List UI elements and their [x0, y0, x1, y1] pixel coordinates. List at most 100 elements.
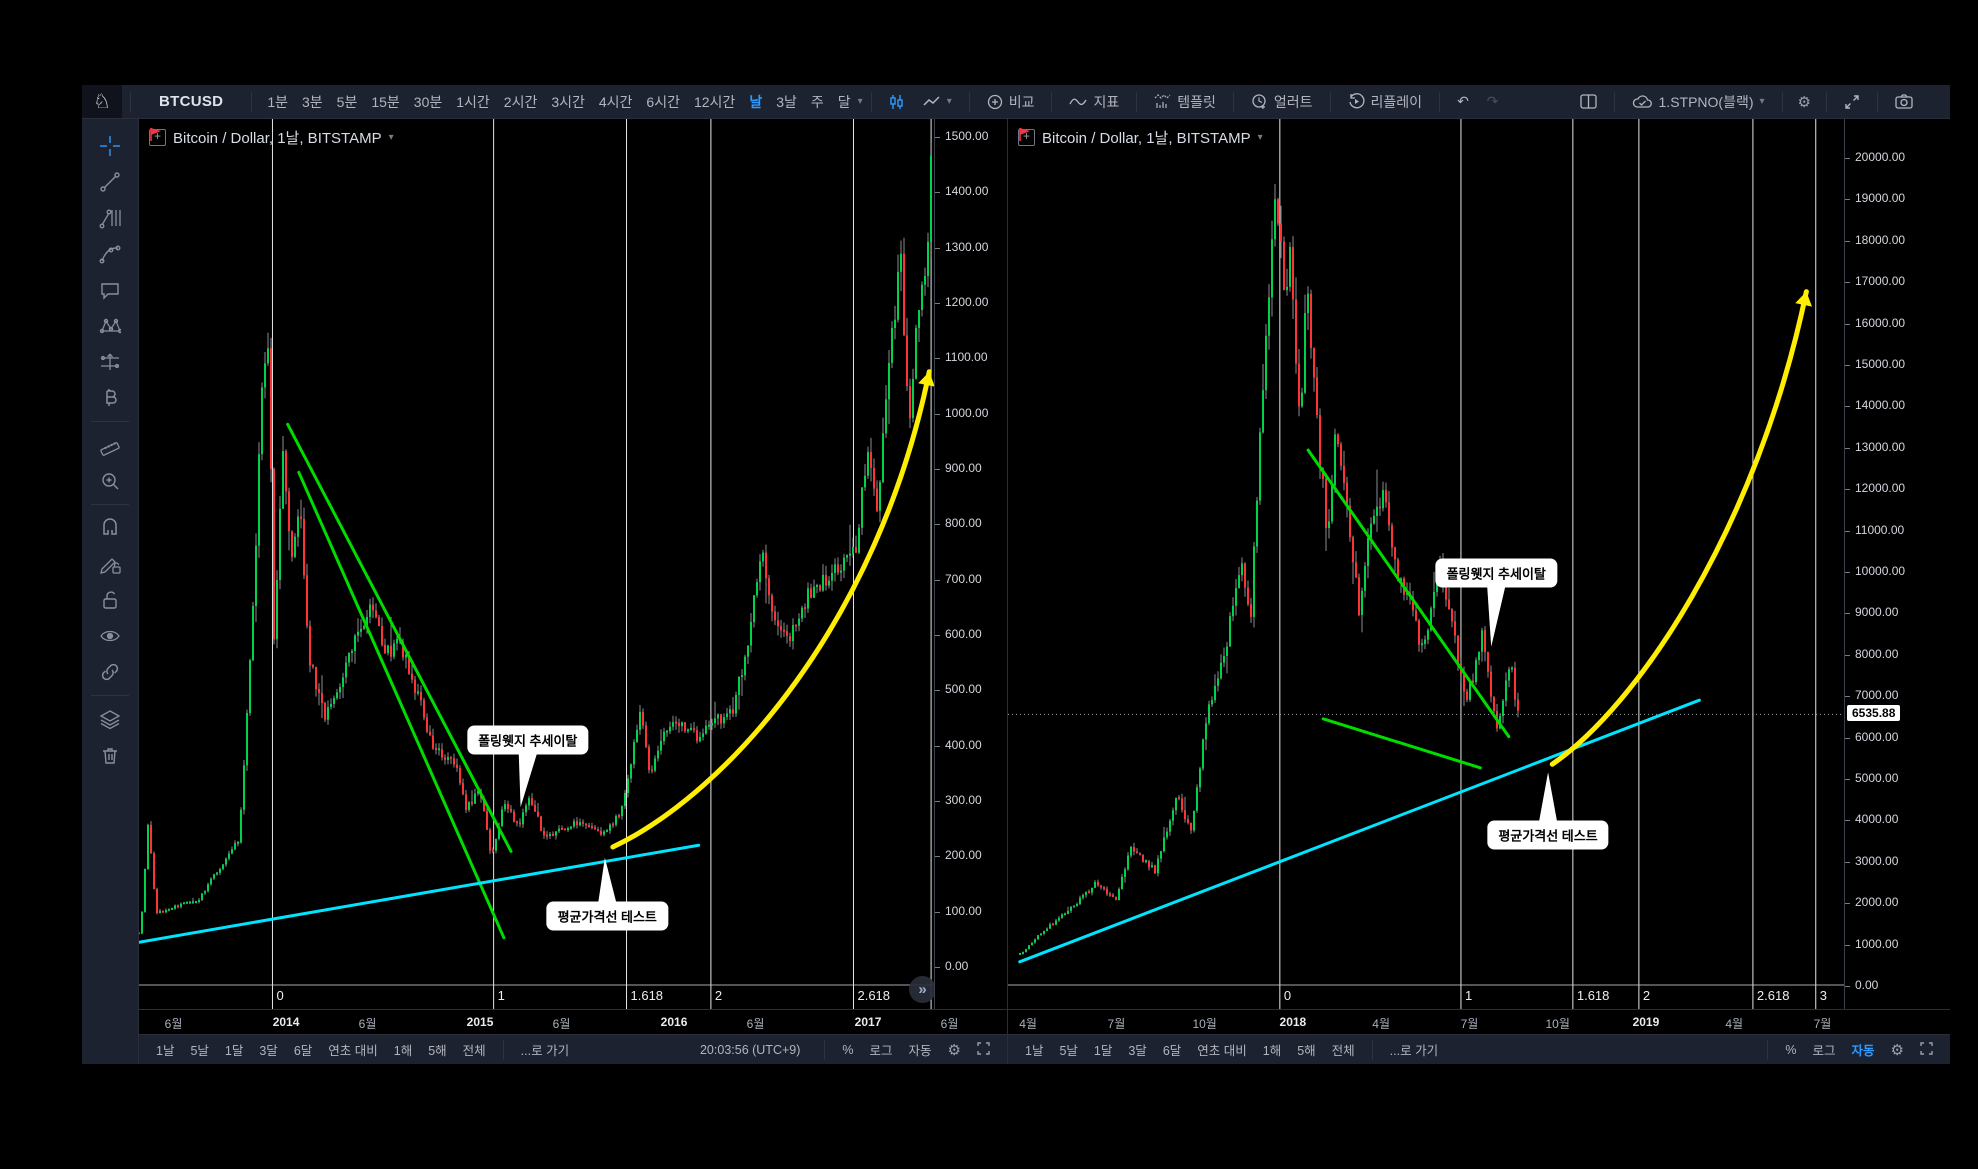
sidebar-bitcoin-tool[interactable] [91, 381, 129, 415]
timeframe-button-4시간[interactable]: 4시간 [598, 93, 633, 110]
range-button[interactable]: 1날 [1025, 1044, 1044, 1058]
range-button[interactable]: 전체 [462, 1044, 486, 1058]
timeframe-button-3시간[interactable]: 3시간 [551, 93, 585, 110]
trend-line-drawing[interactable] [1306, 448, 1511, 739]
sidebar-xabcd-pattern-tool[interactable] [91, 309, 129, 343]
maximize-chart-button[interactable] [1913, 1041, 1940, 1058]
sidebar-measure-tool[interactable] [91, 428, 129, 462]
chart-settings-button[interactable]: ⚙ [1884, 1041, 1911, 1059]
undo-button[interactable]: ↶ [1448, 93, 1478, 110]
percent-scale-button[interactable]: % [1785, 1042, 1797, 1057]
range-button[interactable]: 1날 [156, 1044, 175, 1058]
timeframe-button-2시간[interactable]: 2시간 [503, 93, 538, 110]
range-button[interactable]: 5해 [428, 1044, 447, 1058]
timeframe-button-12시간[interactable]: 12시간 [693, 93, 736, 110]
sidebar-gann-tool[interactable] [91, 201, 129, 235]
timeframe-button-3분[interactable]: 3분 [301, 93, 323, 110]
sidebar-layers-tool[interactable] [91, 702, 129, 736]
trend-line-drawing[interactable] [1321, 717, 1482, 770]
annotation-callout[interactable]: 평균가격선 테스트 [1487, 820, 1609, 850]
range-button[interactable]: 연초 대비 [328, 1044, 378, 1058]
indicators-button[interactable]: 지표 [1060, 92, 1128, 112]
range-button[interactable]: 3달 [259, 1044, 278, 1058]
chart-legend-right[interactable]: + Bitcoin / Dollar, 1날, BITSTAMP ▾ [1018, 127, 1263, 148]
sidebar-magnet-tool[interactable] [91, 511, 129, 545]
redo-button[interactable]: ↷ [1478, 93, 1508, 110]
candlestick-style-button[interactable] [880, 94, 914, 110]
more-panes-button[interactable]: » [909, 976, 934, 1003]
layout-split-button[interactable] [1571, 94, 1606, 109]
saved-layout-dropdown[interactable]: 1.STPNO(블랙) ▾ [1623, 92, 1774, 112]
compare-button[interactable]: 비교 [978, 92, 1044, 112]
annotation-callout[interactable]: 폴링웻지 추세이탈 [467, 725, 589, 755]
percent-scale-button[interactable]: % [842, 1042, 854, 1057]
log-scale-button[interactable]: 로그 [1812, 1044, 1836, 1058]
range-button[interactable]: 5날 [1059, 1044, 1078, 1058]
range-button[interactable]: 6달 [293, 1044, 313, 1058]
sidebar-forecast-tool[interactable] [91, 345, 129, 379]
sidebar-zoom-in-tool[interactable] [91, 464, 129, 498]
chart-legend-left[interactable]: + Bitcoin / Dollar, 1날, BITSTAMP ▾ [149, 127, 394, 148]
fullscreen-button[interactable] [1835, 94, 1869, 110]
annotation-callout[interactable]: 평균가격선 테스트 [546, 901, 668, 931]
range-button[interactable]: 1해 [393, 1044, 413, 1058]
timeframe-button-15분[interactable]: 15분 [371, 93, 400, 110]
auto-scale-button[interactable]: 자동 [908, 1044, 932, 1058]
log-scale-button[interactable]: 로그 [869, 1044, 893, 1058]
range-button[interactable]: 1해 [1262, 1044, 1282, 1058]
range-button[interactable]: 1달 [1093, 1044, 1113, 1058]
trend-line-drawing[interactable] [286, 422, 513, 853]
timeframe-button-1시간[interactable]: 1시간 [456, 93, 490, 110]
app-logo[interactable]: ♘ [82, 85, 122, 118]
maximize-chart-button[interactable] [970, 1041, 997, 1058]
annotation-callout[interactable]: 폴링웻지 추세이탈 [1435, 558, 1557, 588]
sidebar-crosshair-tool[interactable] [91, 129, 129, 163]
line-style-dropdown[interactable]: ▾ [914, 95, 961, 109]
timeframe-button-날[interactable]: 날 [749, 93, 763, 110]
sidebar-remove-tool[interactable] [91, 738, 129, 772]
price-axis-right[interactable]: 20000.00 19000.00 18000.00 17000.00 16000.00… [1844, 119, 1950, 1009]
sidebar-trend-line-tool[interactable] [91, 165, 129, 199]
goto-date-button[interactable]: ...로 가기 [520, 1044, 570, 1058]
timeframe-button-5분[interactable]: 5분 [336, 93, 358, 110]
timeframe-button-달[interactable]: 달 [837, 93, 851, 110]
range-button[interactable]: 전체 [1331, 1044, 1355, 1058]
goto-date-button[interactable]: ...로 가기 [1389, 1044, 1439, 1058]
chart-plot-right[interactable]: 0 1 1.618 2 2.618 3 + Bitcoin / Dollar, 1날, B… [1008, 119, 1844, 1009]
trend-line-drawing[interactable] [1018, 698, 1701, 964]
alert-button[interactable]: 얼러트 [1242, 92, 1322, 112]
price-axis-left[interactable]: 1500.00 1400.00 1300.00 1200.00 1100.00 1000.… [934, 119, 1007, 1009]
templates-button[interactable]: 템플릿 [1145, 92, 1225, 112]
time-axis-right[interactable]: 4월 7월 10월 2018 4월 7월 10월 2019 4월 7월 [1008, 1009, 1950, 1034]
snapshot-button[interactable] [1886, 94, 1922, 109]
arrow-curve-drawing[interactable] [1549, 289, 1809, 767]
sidebar-link-tool[interactable] [91, 655, 129, 689]
timeframe-button-30분[interactable]: 30분 [413, 93, 443, 110]
range-button[interactable]: 연초 대비 [1197, 1044, 1247, 1058]
sidebar-drawing-lock-tool[interactable] [91, 547, 129, 581]
range-button[interactable]: 5해 [1297, 1044, 1316, 1058]
timeframe-button-3날[interactable]: 3날 [776, 93, 797, 110]
symbol-tab[interactable]: BTCUSD [159, 93, 224, 110]
sidebar-lock-all-tool[interactable] [91, 583, 129, 617]
auto-scale-button[interactable]: 자동 [1851, 1044, 1875, 1058]
arrow-curve-drawing[interactable] [610, 369, 932, 850]
settings-button[interactable]: ⚙ [1791, 93, 1818, 111]
sidebar-text-note-tool[interactable] [91, 273, 129, 307]
time-axis-left[interactable]: 6월 2014 6월 2015 6월 2016 6월 2017 6월 [139, 1009, 1007, 1034]
sidebar-hide-all-tool[interactable] [91, 619, 129, 653]
replay-button[interactable]: 리플레이 [1339, 92, 1432, 112]
timeframe-button-6시간[interactable]: 6시간 [646, 93, 680, 110]
trend-line-drawing[interactable] [297, 470, 506, 940]
range-button[interactable]: 5날 [190, 1044, 209, 1058]
timeframe-button-1분[interactable]: 1분 [267, 93, 288, 110]
sidebar-pitchfork-tool[interactable] [91, 237, 129, 271]
chart-settings-button[interactable]: ⚙ [941, 1041, 968, 1059]
range-button[interactable]: 3달 [1128, 1044, 1147, 1058]
range-button[interactable]: 1달 [224, 1044, 244, 1058]
timeframe-button-주[interactable]: 주 [810, 93, 824, 110]
range-button[interactable]: 6달 [1162, 1044, 1182, 1058]
